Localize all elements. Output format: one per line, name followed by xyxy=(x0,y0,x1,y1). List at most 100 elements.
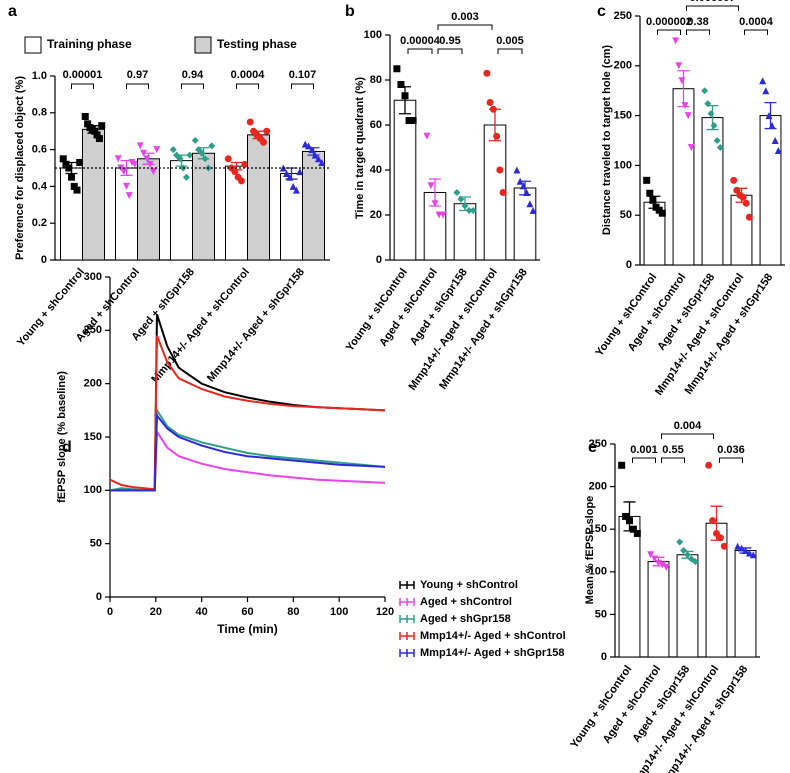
data-point xyxy=(120,168,128,176)
data-point xyxy=(259,138,267,146)
comparison-bracket xyxy=(686,29,710,35)
data-point xyxy=(393,65,401,73)
comparison-bracket xyxy=(437,24,493,30)
data-point xyxy=(643,176,651,184)
data-point xyxy=(153,146,161,154)
data-point xyxy=(423,132,431,140)
x-tick-label: 20 xyxy=(150,606,162,618)
bar xyxy=(647,561,670,658)
y-tick-label: 0 xyxy=(601,651,607,663)
y-tick-label: 100 xyxy=(589,566,607,578)
legend-label: Mmp14+/- Aged + shGpr158 xyxy=(420,647,564,659)
error-bar xyxy=(175,154,188,167)
p-value: 0.004 xyxy=(674,420,702,432)
p-value: 0.107 xyxy=(289,69,317,81)
data-point xyxy=(749,551,757,559)
y-tick-label: 0.2 xyxy=(32,217,47,229)
p-value: 0.001 xyxy=(630,444,658,456)
p-value: 0.003 xyxy=(451,11,479,23)
legend-label: Testing phase xyxy=(217,37,297,51)
data-point xyxy=(149,168,157,176)
y-tick-label: 0.6 xyxy=(32,144,47,156)
data-point xyxy=(709,517,717,525)
data-point xyxy=(292,186,300,194)
bar xyxy=(672,88,695,266)
error-bar xyxy=(706,104,719,131)
error-bar xyxy=(87,125,100,134)
bar xyxy=(676,554,699,658)
comparison-bracket xyxy=(407,48,433,54)
bar xyxy=(513,187,537,261)
bar xyxy=(192,152,215,261)
data-point xyxy=(745,213,753,221)
error-bar xyxy=(459,196,471,212)
legend-swatch xyxy=(399,598,415,606)
p-value: 0.005 xyxy=(496,35,524,47)
panel-letter: b xyxy=(345,3,355,20)
error-bar xyxy=(489,108,501,142)
data-point xyxy=(131,160,139,168)
data-point xyxy=(526,200,534,208)
data-point xyxy=(513,166,521,174)
data-point xyxy=(224,155,232,163)
y-tick-label: 50 xyxy=(595,608,607,620)
p-value: 0.0004 xyxy=(231,69,266,81)
data-point xyxy=(701,87,709,95)
p-value: 0.00001 xyxy=(63,69,103,81)
data-point xyxy=(246,118,254,126)
legend-swatch xyxy=(24,36,42,54)
y-axis-label: Distance traveled to target hole (cm) xyxy=(601,45,613,235)
data-point xyxy=(734,542,742,550)
error-bar xyxy=(252,130,265,140)
comparison-bracket xyxy=(686,5,739,11)
x-tick-label: 0 xyxy=(107,606,113,618)
error-bar xyxy=(429,178,441,207)
data-point xyxy=(705,461,713,469)
p-value: 0.97 xyxy=(127,69,148,81)
x-tick-label: 40 xyxy=(196,606,208,618)
y-tick-label: 0.8 xyxy=(32,107,47,119)
data-point xyxy=(68,173,75,181)
y-tick-label: 200 xyxy=(84,378,102,390)
data-point xyxy=(771,137,779,144)
y-tick-label: 80 xyxy=(370,74,382,86)
data-point xyxy=(716,143,724,151)
data-point xyxy=(409,117,417,124)
data-point xyxy=(730,176,738,184)
data-point xyxy=(675,62,683,70)
data-point xyxy=(314,155,322,163)
y-tick-label: 60 xyxy=(370,119,382,131)
error-bar xyxy=(677,70,690,108)
data-point xyxy=(469,207,477,214)
y-tick-label: 250 xyxy=(84,324,102,336)
y-tick-label: 50 xyxy=(620,209,632,221)
comparison-bracket xyxy=(291,83,314,89)
data-point xyxy=(486,99,494,106)
bar xyxy=(170,160,193,261)
bar xyxy=(730,194,753,266)
legend-label: Aged + shControl xyxy=(420,596,512,608)
error-bar xyxy=(739,547,752,554)
x-tick-label: Mmp14+/- Aged + shGpr158 xyxy=(205,266,307,384)
legend-swatch xyxy=(399,632,415,640)
y-tick-label: 100 xyxy=(364,29,382,41)
bar xyxy=(82,128,105,261)
comparison-bracket xyxy=(744,29,768,35)
bar xyxy=(137,158,160,261)
data-point xyxy=(687,143,695,151)
legend-label: Training phase xyxy=(47,37,132,51)
data-point xyxy=(496,166,504,174)
data-point xyxy=(123,182,130,190)
y-axis-label: Mean % fEPSP slope xyxy=(584,496,596,605)
legend-label: Mmp14+/- Aged + shControl xyxy=(420,630,566,642)
panel-letter: a xyxy=(8,3,17,20)
data-point xyxy=(633,529,641,537)
data-point xyxy=(439,211,447,219)
data-point xyxy=(649,196,657,204)
data-point xyxy=(182,173,190,181)
data-point xyxy=(713,137,721,144)
legend-swatch xyxy=(194,36,212,54)
y-tick-label: 250 xyxy=(614,10,632,22)
error-bar xyxy=(519,180,531,196)
data-point xyxy=(676,538,684,546)
